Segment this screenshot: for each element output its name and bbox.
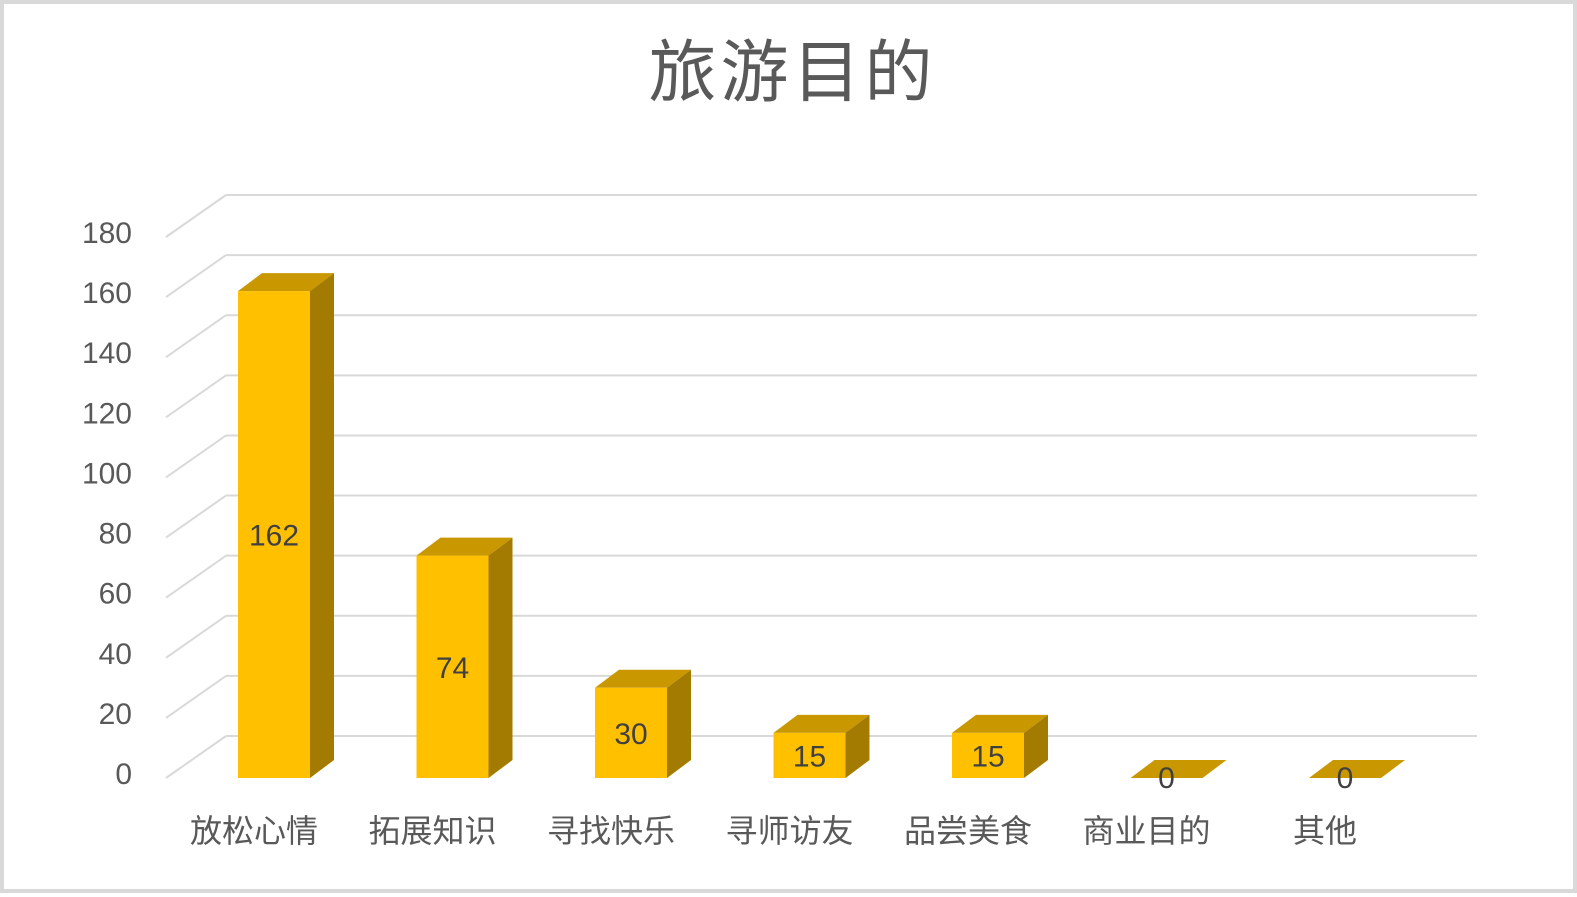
bar-side	[1024, 714, 1048, 778]
data-label: 0	[1158, 762, 1175, 795]
data-label: 74	[436, 652, 469, 685]
y-tick-label: 180	[82, 217, 132, 250]
bar	[238, 291, 310, 778]
bar-top	[952, 714, 1048, 733]
gridline-diagonal	[165, 494, 227, 539]
gridlines	[165, 194, 1477, 779]
bar-side	[488, 537, 513, 778]
gridline-diagonal	[165, 554, 227, 599]
y-tick-label: 40	[99, 638, 132, 671]
x-category-label: 寻找快乐	[547, 812, 675, 850]
bar-top	[1309, 760, 1405, 778]
x-category-label: 放松心情	[190, 812, 318, 850]
y-tick-label: 80	[99, 518, 132, 551]
y-tick-label: 60	[99, 578, 132, 611]
gridline-diagonal	[165, 194, 227, 238]
chart-plot: 0 20 40 60 80 100 120 140 160 180 162 74 30 15 15 0 0 放…	[82, 194, 1477, 850]
bar	[952, 732, 1024, 778]
data-label: 15	[971, 740, 1004, 773]
y-tick-label: 120	[82, 397, 132, 430]
gridline-diagonal	[165, 254, 227, 298]
bar	[595, 687, 667, 778]
y-tick-label: 100	[82, 457, 132, 490]
category-labels: 放松心情 拓展知识 寻找快乐 寻师访友 品尝美食 商业目的 其他	[190, 812, 1357, 850]
bar-side	[667, 669, 691, 778]
y-tick-label: 20	[99, 698, 132, 731]
bar-top	[773, 714, 870, 733]
x-category-label: 拓展知识	[368, 812, 496, 850]
y-tick-label: 160	[82, 277, 132, 310]
bar-side	[845, 714, 870, 778]
bar-top	[1130, 760, 1227, 778]
bar-top	[595, 669, 691, 688]
x-category-label: 商业目的	[1082, 812, 1210, 850]
bars	[238, 273, 1405, 778]
x-category-label: 其他	[1293, 812, 1357, 850]
bar-side	[310, 273, 334, 778]
data-label: 30	[614, 718, 647, 751]
bar	[773, 732, 846, 778]
bar	[416, 555, 489, 778]
y-tick-label: 0	[115, 758, 132, 791]
gridline-diagonal	[165, 434, 227, 479]
chart-title: 旅游目的	[648, 34, 937, 113]
bar-top	[238, 273, 334, 292]
gridline-diagonal	[165, 675, 227, 719]
gridline-diagonal	[165, 735, 227, 779]
y-axis-ticks: 0 20 40 60 80 100 120 140 160 180	[82, 217, 132, 791]
x-category-label: 品尝美食	[904, 812, 1032, 850]
bar-top	[416, 537, 513, 556]
y-tick-label: 140	[82, 337, 132, 370]
data-label: 162	[249, 520, 299, 553]
gridline-diagonal	[165, 374, 227, 419]
x-category-label: 寻师访友	[725, 812, 853, 850]
data-label: 15	[793, 740, 826, 773]
data-label: 0	[1337, 762, 1354, 795]
gridline-diagonal	[165, 614, 227, 659]
data-labels: 162 74 30 15 15 0 0	[249, 520, 1353, 795]
gridline-diagonal	[165, 314, 227, 359]
